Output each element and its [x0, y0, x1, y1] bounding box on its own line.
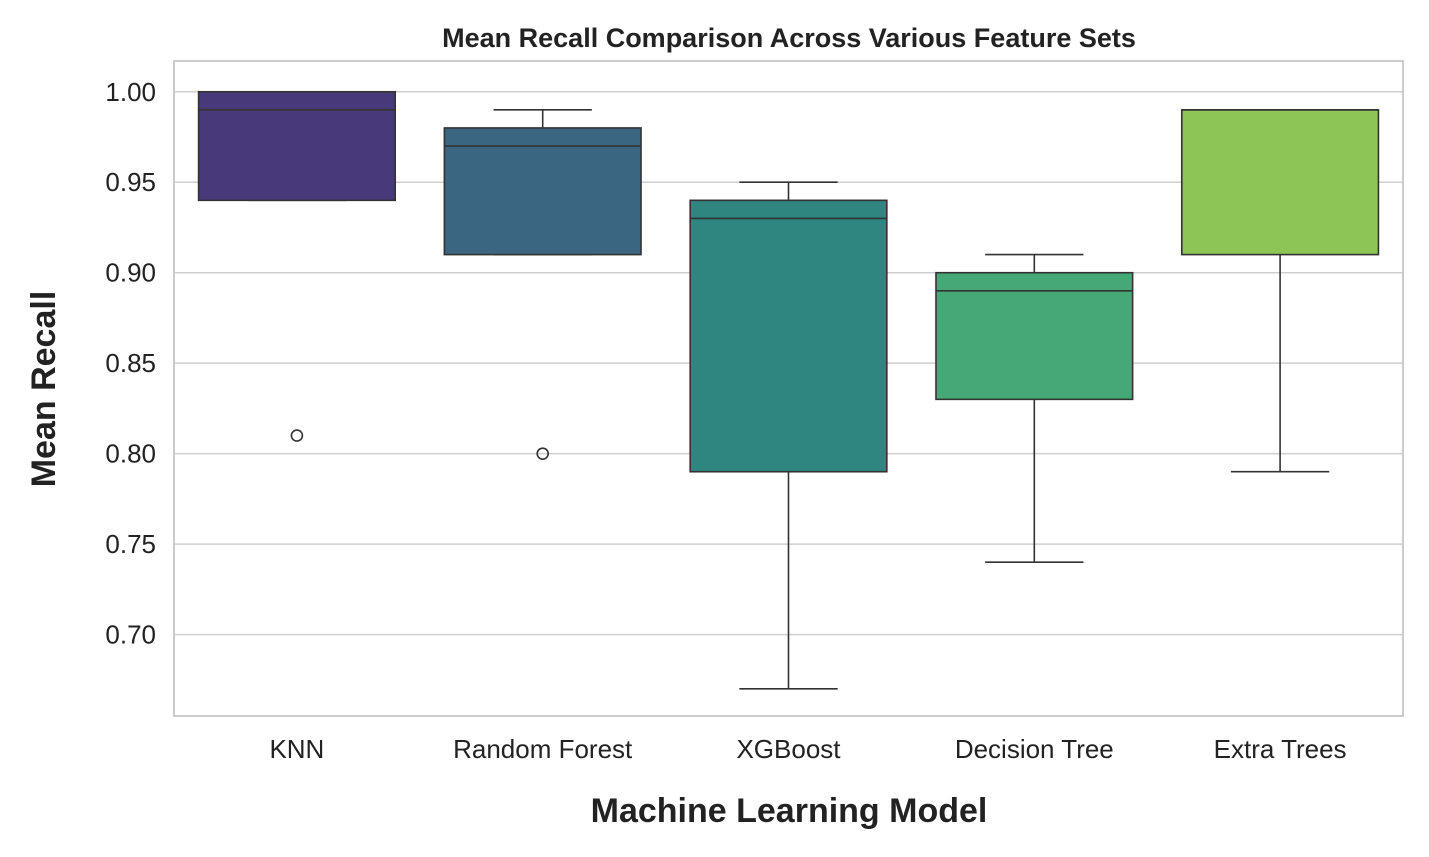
y-tick-label: 0.70	[105, 620, 156, 650]
box-decision-tree	[935, 253, 1134, 564]
x-tick-label: Random Forest	[453, 734, 633, 764]
y-tick-label: 1.00	[105, 77, 156, 107]
box-xgboost	[689, 181, 888, 690]
box-extra-trees	[1180, 109, 1380, 473]
y-tick-label: 0.80	[105, 439, 156, 469]
y-tick-label: 0.95	[105, 167, 156, 197]
box-knn	[197, 90, 397, 442]
y-tick-labels: 0.70 0.75 0.80 0.85 0.90 0.95 1.00	[105, 77, 156, 650]
x-axis-label: Machine Learning Model	[591, 792, 988, 830]
x-tick-label: Decision Tree	[955, 734, 1114, 764]
chart-title: Mean Recall Comparison Across Various Fe…	[442, 23, 1136, 53]
x-tick-labels: KNN Random Forest XGBoost Decision Tree Extr…	[269, 734, 1346, 764]
x-tick-label: Extra Trees	[1214, 734, 1347, 764]
y-axis-label: Mean Recall	[25, 291, 63, 488]
y-tick-label: 0.85	[105, 348, 156, 378]
box-iqr	[935, 271, 1134, 401]
box-iqr	[197, 90, 397, 202]
box-iqr	[1180, 109, 1380, 256]
box-series	[197, 90, 1380, 690]
box-iqr	[689, 199, 888, 473]
outlier-point	[536, 447, 550, 460]
box-random-forest	[443, 109, 642, 460]
x-tick-label: XGBoost	[736, 734, 841, 764]
box-iqr	[443, 127, 642, 256]
y-tick-label: 0.75	[105, 529, 156, 559]
outlier-point	[290, 429, 304, 442]
x-tick-label: KNN	[269, 734, 324, 764]
y-tick-label: 0.90	[105, 258, 156, 288]
plot-frame	[173, 60, 1404, 717]
